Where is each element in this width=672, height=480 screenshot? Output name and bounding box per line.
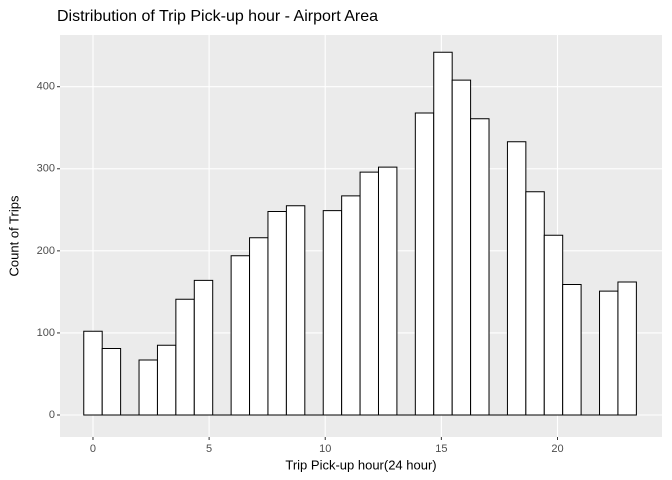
bar: [506, 141, 527, 416]
bar: [101, 348, 122, 416]
bar: [377, 166, 398, 416]
bar: [285, 205, 306, 416]
bar: [359, 171, 379, 416]
bar: [470, 118, 490, 416]
y-tick-label: 0: [49, 409, 55, 421]
bar: [525, 191, 545, 416]
x-tick-label: 15: [435, 443, 447, 455]
bar: [138, 359, 158, 416]
bar: [175, 298, 195, 416]
bar: [230, 255, 251, 416]
bar: [599, 290, 619, 416]
x-tick-label: 10: [319, 443, 331, 455]
chart-title: Distribution of Trip Pick-up hour - Airp…: [57, 8, 378, 25]
x-axis-label: Trip Pick-up hour(24 hour): [285, 457, 436, 472]
bar: [414, 112, 435, 416]
bar: [341, 195, 361, 416]
bar: [562, 284, 582, 416]
y-tick-label: 200: [37, 245, 55, 257]
x-tick-label: 5: [206, 443, 212, 455]
y-tick-label: 400: [37, 81, 55, 93]
bar: [451, 79, 472, 416]
bar: [83, 330, 103, 416]
bar: [322, 210, 343, 416]
y-tick-label: 100: [37, 327, 55, 339]
bar: [617, 281, 637, 416]
bar: [543, 234, 564, 416]
y-axis-label: Count of Trips: [6, 195, 21, 276]
x-tick-label: 0: [90, 443, 96, 455]
bar: [267, 210, 287, 416]
bar: [433, 51, 453, 416]
bar: [249, 237, 269, 416]
bar: [156, 344, 177, 416]
y-tick-label: 300: [37, 163, 55, 175]
bar: [193, 279, 214, 416]
x-tick-label: 20: [551, 443, 563, 455]
